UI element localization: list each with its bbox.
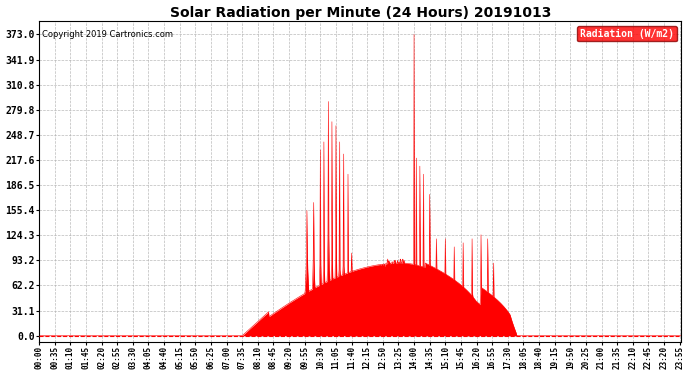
Title: Solar Radiation per Minute (24 Hours) 20191013: Solar Radiation per Minute (24 Hours) 20… (170, 6, 551, 20)
Legend: Radiation (W/m2): Radiation (W/m2) (577, 26, 677, 42)
Text: Copyright 2019 Cartronics.com: Copyright 2019 Cartronics.com (42, 30, 173, 39)
